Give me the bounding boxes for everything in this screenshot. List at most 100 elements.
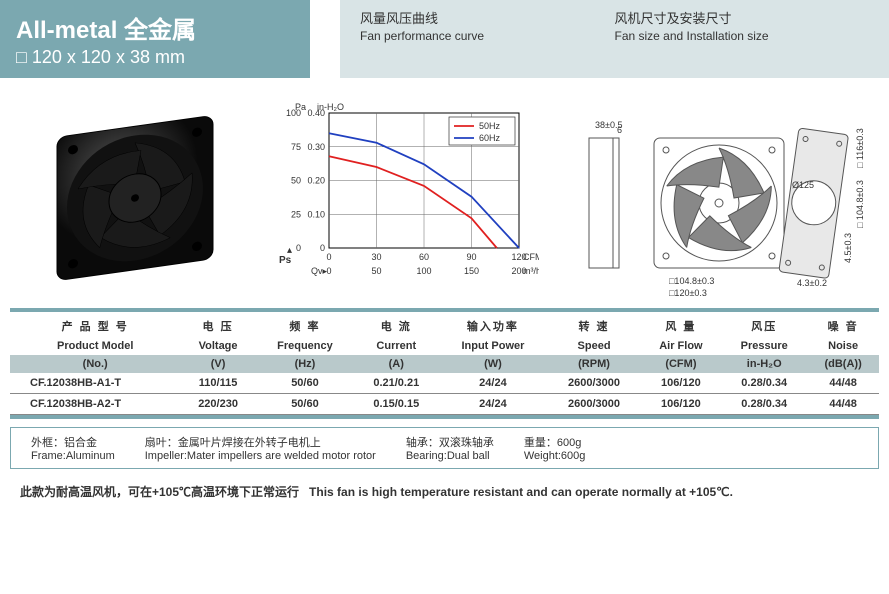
info-box: 外框：铝合金Frame:Aluminum 扇叶：金属叶片焊接在外转子电机上Impe… <box>10 427 879 469</box>
svg-text:150: 150 <box>464 266 479 276</box>
cell: Speed <box>547 337 640 355</box>
cell: Pressure <box>721 337 807 355</box>
svg-text:□104.8±0.3: □104.8±0.3 <box>669 276 714 286</box>
svg-text:0.10: 0.10 <box>307 209 325 219</box>
cell: 风压 <box>721 312 807 337</box>
cell: 106/120 <box>641 373 722 394</box>
svg-text:CFM: CFM <box>523 252 539 262</box>
svg-text:Qv▸: Qv▸ <box>311 266 328 276</box>
cell: (W) <box>438 355 547 373</box>
spec-table-wrap: 产 品 型 号电 压频 率电 流输入功率转 速风 量风压噪 音 Product M… <box>10 308 879 419</box>
table-bottom-bar <box>10 415 879 419</box>
svg-text:30: 30 <box>371 252 381 262</box>
cell: Product Model <box>10 337 180 355</box>
label-cn: 风量风压曲线 <box>360 8 615 27</box>
cell: 2600/3000 <box>547 373 640 394</box>
svg-text:m³/h: m³/h <box>523 266 539 276</box>
svg-text:▴: ▴ <box>287 245 292 256</box>
svg-text:0.20: 0.20 <box>307 176 325 186</box>
cell: (A) <box>354 355 438 373</box>
cell: 输入功率 <box>438 312 547 337</box>
note-en: This fan is high temperature resistant a… <box>309 485 733 499</box>
cell: 风 量 <box>641 312 722 337</box>
svg-text:□ 104.8±0.3: □ 104.8±0.3 <box>855 180 865 228</box>
info-item: 外框：铝合金Frame:Aluminum <box>31 434 115 462</box>
cell: CF.12038HB-A2-T <box>10 394 180 415</box>
svg-text:0: 0 <box>326 252 331 262</box>
title-dimensions: 120 x 120 x 38 mm <box>16 47 294 68</box>
svg-text:0: 0 <box>296 243 301 253</box>
cell: 50/60 <box>256 373 354 394</box>
svg-text:60Hz: 60Hz <box>479 133 501 143</box>
note-cn: 此款为耐高温风机，可在+105℃高温环境下正常运行 <box>20 485 299 499</box>
product-title: All-metal 全金属 <box>16 10 294 45</box>
info-item: 重量：600gWeight:600g <box>524 434 586 462</box>
svg-text:90: 90 <box>466 252 476 262</box>
svg-text:50Hz: 50Hz <box>479 121 501 131</box>
cell: 0.28/0.34 <box>721 373 807 394</box>
svg-text:50: 50 <box>291 176 301 186</box>
svg-text:6: 6 <box>617 125 622 135</box>
svg-text:Ø125: Ø125 <box>792 180 814 190</box>
cell: (RPM) <box>547 355 640 373</box>
svg-text:Pa: Pa <box>295 102 306 112</box>
cell: 转 速 <box>547 312 640 337</box>
svg-text:25: 25 <box>291 209 301 219</box>
cell: 24/24 <box>438 394 547 415</box>
svg-text:□120±0.3: □120±0.3 <box>669 288 707 298</box>
cell: 44/48 <box>807 373 879 394</box>
content-row: 50Hz60Hz025507510000.100.200.300.4003060… <box>0 88 889 308</box>
cell: Current <box>354 337 438 355</box>
svg-text:60: 60 <box>419 252 429 262</box>
cell: 产 品 型 号 <box>10 312 180 337</box>
label-en: Fan performance curve <box>360 29 615 43</box>
cell: (CFM) <box>641 355 722 373</box>
label-cn: 风机尺寸及安装尺寸 <box>615 8 870 27</box>
cell: 电 流 <box>354 312 438 337</box>
svg-text:4.3±0.2: 4.3±0.2 <box>797 278 827 288</box>
cell: Frequency <box>256 337 354 355</box>
header-label-size: 风机尺寸及安装尺寸 Fan size and Installation size <box>615 8 870 70</box>
note-row: 此款为耐高温风机，可在+105℃高温环境下正常运行 This fan is hi… <box>0 477 889 506</box>
cell: Noise <box>807 337 879 355</box>
svg-text:0: 0 <box>320 243 325 253</box>
cell: (V) <box>180 355 255 373</box>
info-item: 扇叶：金属叶片焊接在外转子电机上Impeller:Mater impellers… <box>145 434 376 462</box>
cell: Voltage <box>180 337 255 355</box>
cell: 50/60 <box>256 394 354 415</box>
svg-text:4.5±0.3: 4.5±0.3 <box>843 233 853 263</box>
performance-chart: 50Hz60Hz025507510000.100.200.300.4003060… <box>269 98 539 298</box>
svg-text:50: 50 <box>371 266 381 276</box>
cell: 110/115 <box>180 373 255 394</box>
svg-text:Ps: Ps <box>279 255 292 266</box>
svg-text:0.30: 0.30 <box>307 142 325 152</box>
svg-text:75: 75 <box>291 142 301 152</box>
title-en: All-metal <box>16 17 117 44</box>
cell: 频 率 <box>256 312 354 337</box>
cell: 0.15/0.15 <box>354 394 438 415</box>
spec-table: 产 品 型 号电 压频 率电 流输入功率转 速风 量风压噪 音 Product M… <box>10 312 879 415</box>
title-block: All-metal 全金属 120 x 120 x 38 mm <box>0 0 310 78</box>
cell: 电 压 <box>180 312 255 337</box>
cell: (dB(A)) <box>807 355 879 373</box>
svg-text:100: 100 <box>416 266 431 276</box>
svg-text:□ 116±0.3: □ 116±0.3 <box>855 128 865 168</box>
cell: 24/24 <box>438 373 547 394</box>
header-label-curve: 风量风压曲线 Fan performance curve <box>360 8 615 70</box>
cell: CF.12038HB-A1-T <box>10 373 180 394</box>
cell: 220/230 <box>180 394 255 415</box>
fan-photo <box>30 98 239 298</box>
cell: in-H₂O <box>721 355 807 373</box>
label-en: Fan size and Installation size <box>615 29 870 43</box>
header-labels: 风量风压曲线 Fan performance curve 风机尺寸及安装尺寸 F… <box>340 0 889 78</box>
dimension-drawing: 38±0.5 6 <box>569 98 869 298</box>
title-cn: 全金属 <box>124 17 196 44</box>
header-row: All-metal 全金属 120 x 120 x 38 mm 风量风压曲线 F… <box>0 0 889 78</box>
cell: (No.) <box>10 355 180 373</box>
cell: Input Power <box>438 337 547 355</box>
cell: Air Flow <box>641 337 722 355</box>
cell: 噪 音 <box>807 312 879 337</box>
cell: 44/48 <box>807 394 879 415</box>
cell: 2600/3000 <box>547 394 640 415</box>
svg-text:0: 0 <box>326 266 331 276</box>
